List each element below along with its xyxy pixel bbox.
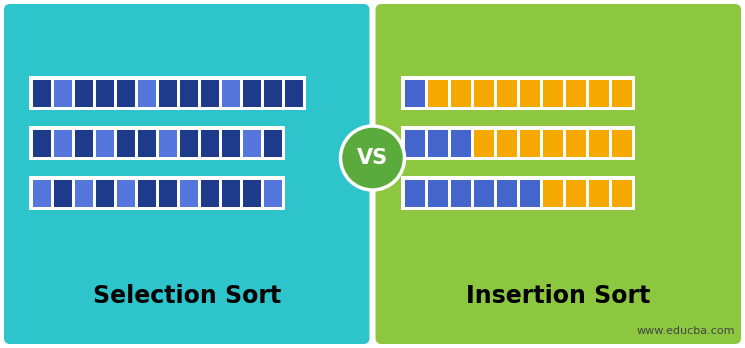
- Bar: [542, 179, 562, 207]
- Bar: [95, 79, 114, 107]
- Bar: [137, 179, 156, 207]
- Bar: [242, 79, 261, 107]
- Bar: [263, 179, 282, 207]
- Circle shape: [340, 126, 405, 190]
- Bar: [29, 176, 285, 210]
- Bar: [404, 129, 425, 157]
- Bar: [588, 129, 609, 157]
- Text: Selection Sort: Selection Sort: [92, 284, 281, 308]
- Bar: [116, 179, 135, 207]
- Bar: [242, 129, 261, 157]
- FancyBboxPatch shape: [4, 4, 370, 344]
- Bar: [519, 179, 539, 207]
- Bar: [426, 129, 448, 157]
- FancyBboxPatch shape: [375, 4, 741, 344]
- Bar: [53, 79, 72, 107]
- Bar: [95, 129, 114, 157]
- Text: www.educba.com: www.educba.com: [636, 326, 735, 336]
- Bar: [32, 179, 51, 207]
- Bar: [449, 79, 471, 107]
- Bar: [610, 179, 632, 207]
- Bar: [519, 129, 539, 157]
- Bar: [588, 179, 609, 207]
- Bar: [200, 179, 219, 207]
- Bar: [158, 79, 177, 107]
- Bar: [200, 129, 219, 157]
- Bar: [242, 179, 261, 207]
- Bar: [565, 79, 586, 107]
- Bar: [404, 79, 425, 107]
- Bar: [404, 179, 425, 207]
- Bar: [449, 179, 471, 207]
- Bar: [179, 129, 198, 157]
- Bar: [449, 129, 471, 157]
- Bar: [472, 129, 493, 157]
- Bar: [32, 129, 51, 157]
- Bar: [472, 179, 493, 207]
- Bar: [472, 79, 493, 107]
- Bar: [137, 79, 156, 107]
- Bar: [137, 129, 156, 157]
- Bar: [74, 129, 93, 157]
- Text: Insertion Sort: Insertion Sort: [466, 284, 650, 308]
- Bar: [179, 179, 198, 207]
- Bar: [158, 179, 177, 207]
- Bar: [495, 79, 516, 107]
- Bar: [610, 129, 632, 157]
- Bar: [495, 179, 516, 207]
- Bar: [221, 179, 240, 207]
- Bar: [565, 179, 586, 207]
- Bar: [284, 79, 303, 107]
- Bar: [29, 126, 285, 160]
- Bar: [542, 129, 562, 157]
- Bar: [53, 129, 72, 157]
- Bar: [588, 79, 609, 107]
- Bar: [426, 79, 448, 107]
- Bar: [32, 79, 51, 107]
- Bar: [74, 179, 93, 207]
- Bar: [495, 129, 516, 157]
- Bar: [426, 179, 448, 207]
- Bar: [179, 79, 198, 107]
- Bar: [158, 129, 177, 157]
- Bar: [53, 179, 72, 207]
- Bar: [221, 79, 240, 107]
- Bar: [401, 176, 635, 210]
- Bar: [610, 79, 632, 107]
- Bar: [29, 76, 306, 110]
- Bar: [542, 79, 562, 107]
- Bar: [221, 129, 240, 157]
- Bar: [95, 179, 114, 207]
- Bar: [200, 79, 219, 107]
- Bar: [116, 79, 135, 107]
- Bar: [74, 79, 93, 107]
- Bar: [116, 129, 135, 157]
- Bar: [565, 129, 586, 157]
- Bar: [263, 79, 282, 107]
- Bar: [401, 126, 635, 160]
- Bar: [263, 129, 282, 157]
- Bar: [401, 76, 635, 110]
- Bar: [519, 79, 539, 107]
- Text: VS: VS: [357, 148, 388, 168]
